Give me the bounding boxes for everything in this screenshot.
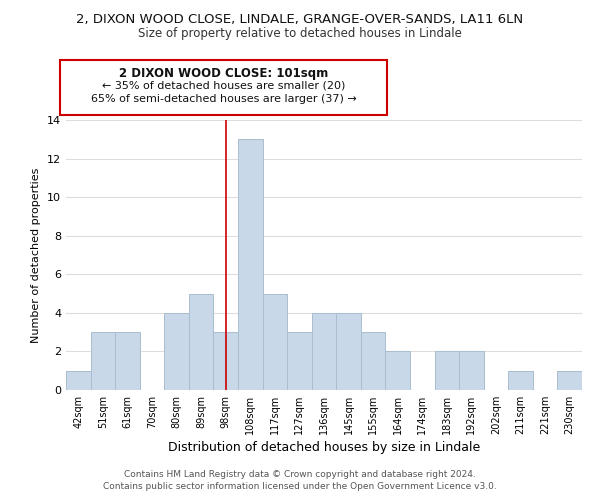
Y-axis label: Number of detached properties: Number of detached properties [31, 168, 41, 342]
X-axis label: Distribution of detached houses by size in Lindale: Distribution of detached houses by size … [168, 441, 480, 454]
Bar [115, 332, 140, 390]
Bar [189, 294, 214, 390]
Bar [164, 313, 189, 390]
Text: Contains public sector information licensed under the Open Government Licence v3: Contains public sector information licen… [103, 482, 497, 491]
Bar [287, 332, 312, 390]
Bar [312, 313, 336, 390]
Bar [238, 140, 263, 390]
Text: 2 DIXON WOOD CLOSE: 101sqm: 2 DIXON WOOD CLOSE: 101sqm [119, 66, 328, 80]
Text: 65% of semi-detached houses are larger (37) →: 65% of semi-detached houses are larger (… [91, 94, 356, 104]
Text: Size of property relative to detached houses in Lindale: Size of property relative to detached ho… [138, 28, 462, 40]
Bar [336, 313, 361, 390]
Text: 2, DIXON WOOD CLOSE, LINDALE, GRANGE-OVER-SANDS, LA11 6LN: 2, DIXON WOOD CLOSE, LINDALE, GRANGE-OVE… [76, 12, 524, 26]
Bar [459, 352, 484, 390]
Bar [385, 352, 410, 390]
Bar [434, 352, 459, 390]
Bar [557, 370, 582, 390]
Bar [361, 332, 385, 390]
Text: Contains HM Land Registry data © Crown copyright and database right 2024.: Contains HM Land Registry data © Crown c… [124, 470, 476, 479]
Text: ← 35% of detached houses are smaller (20): ← 35% of detached houses are smaller (20… [102, 80, 345, 90]
Bar [263, 294, 287, 390]
Bar [214, 332, 238, 390]
Bar [66, 370, 91, 390]
Bar [508, 370, 533, 390]
Bar [91, 332, 115, 390]
